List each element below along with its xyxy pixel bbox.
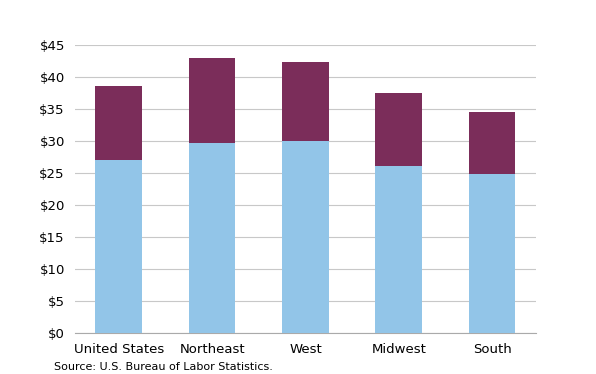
Bar — [375, 166, 422, 333]
Bar — [282, 141, 329, 333]
Bar — [189, 58, 235, 143]
Bar — [282, 61, 329, 141]
Bar — [95, 86, 142, 160]
Bar — [189, 143, 235, 333]
Bar — [375, 93, 422, 166]
Text: Source: U.S. Bureau of Labor Statistics.: Source: U.S. Bureau of Labor Statistics. — [54, 362, 272, 372]
Bar — [95, 160, 142, 333]
Bar — [468, 112, 516, 174]
Bar — [468, 174, 516, 333]
